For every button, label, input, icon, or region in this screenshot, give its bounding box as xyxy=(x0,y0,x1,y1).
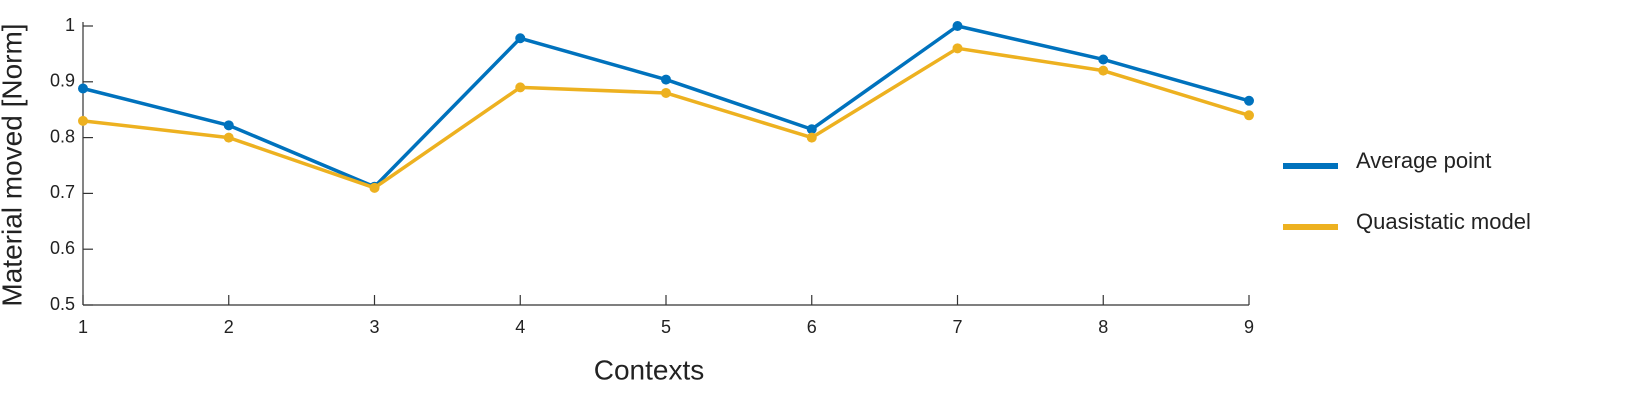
y-tick-label: 0.5 xyxy=(50,294,75,314)
data-point xyxy=(369,182,380,193)
data-point xyxy=(1244,110,1254,121)
x-tick-label: 5 xyxy=(661,317,671,337)
x-tick-label: 9 xyxy=(1244,317,1254,337)
y-axis-label: Material moved [Norm] xyxy=(0,23,27,306)
data-point xyxy=(1098,65,1109,76)
series-line xyxy=(82,46,1250,190)
x-tick-label: 2 xyxy=(224,317,234,337)
data-point xyxy=(661,87,671,98)
data-point xyxy=(952,21,963,31)
data-point xyxy=(223,120,234,131)
data-point xyxy=(78,115,88,126)
data-point xyxy=(806,132,817,143)
data-point xyxy=(1098,54,1109,65)
x-tick-label: 3 xyxy=(369,317,379,337)
x-tick-label: 8 xyxy=(1098,317,1108,337)
y-tick-label: 0.9 xyxy=(50,71,75,91)
data-point xyxy=(952,43,963,54)
x-tick-label: 1 xyxy=(78,317,88,337)
data-point xyxy=(223,132,234,143)
data-point xyxy=(78,83,88,94)
data-point xyxy=(661,74,671,85)
data-point xyxy=(806,124,817,135)
x-tick-label: 7 xyxy=(952,317,962,337)
x-tick-label: 6 xyxy=(807,317,817,337)
y-tick-label: 0.6 xyxy=(50,238,75,258)
data-point xyxy=(515,33,526,44)
series-line xyxy=(82,24,1250,189)
x-axis-label: Contexts xyxy=(594,354,705,385)
data-point xyxy=(515,82,526,93)
y-tick-label: 1 xyxy=(65,15,75,35)
data-point xyxy=(1244,95,1254,106)
legend-label: Quasistatic model xyxy=(1356,209,1531,234)
x-tick-label: 4 xyxy=(515,317,525,337)
y-tick-label: 0.7 xyxy=(50,182,75,202)
legend-label: Average point xyxy=(1356,148,1491,173)
y-tick-label: 0.8 xyxy=(50,126,75,146)
